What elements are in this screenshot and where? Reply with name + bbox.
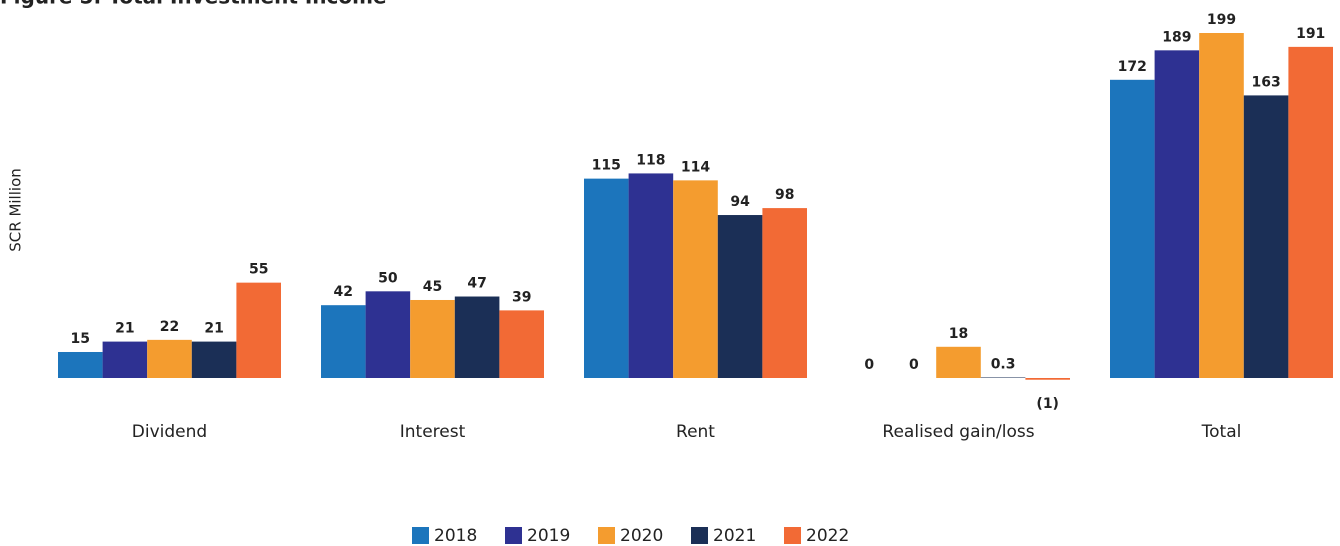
bar (1154, 50, 1200, 379)
data-label: 98 (775, 187, 794, 203)
x-tick-label: Rent (676, 422, 715, 442)
bar (1025, 378, 1070, 380)
x-tick-label: Dividend (132, 422, 207, 442)
bar (236, 282, 281, 378)
bar (454, 296, 500, 378)
data-label: 0 (909, 357, 919, 373)
legend-label: 2021 (713, 526, 756, 546)
bar (410, 299, 455, 378)
bar (1199, 33, 1244, 378)
legend-label: 2022 (806, 526, 849, 546)
x-tick-label: Realised gain/loss (882, 422, 1034, 442)
data-label: 0.3 (991, 356, 1016, 372)
bar (365, 291, 411, 378)
data-label: 18 (949, 326, 968, 342)
data-label: 172 (1118, 59, 1147, 75)
bar (980, 377, 1026, 378)
data-label: 94 (730, 194, 750, 210)
data-label: (1) (1036, 396, 1059, 412)
legend-label: 2019 (527, 526, 570, 546)
bar (673, 180, 718, 378)
bar (58, 351, 103, 378)
data-label: 115 (592, 158, 621, 174)
legend-label: 2020 (620, 526, 663, 546)
bar (191, 341, 237, 378)
data-label: 50 (378, 270, 398, 286)
bar (499, 310, 544, 378)
legend-swatch (691, 527, 708, 544)
bar (321, 305, 366, 378)
bar (1243, 95, 1289, 379)
data-label: 45 (423, 279, 442, 295)
data-label: 114 (681, 159, 710, 175)
bar (936, 346, 981, 378)
data-label: 42 (334, 284, 353, 300)
data-label: 0 (864, 357, 874, 373)
data-label: 22 (160, 319, 179, 335)
data-label: 189 (1162, 29, 1191, 45)
data-label: 39 (512, 289, 531, 305)
data-label: 21 (115, 321, 134, 337)
legend-swatch (412, 527, 429, 544)
bar (584, 178, 629, 378)
legend-swatch (784, 527, 801, 544)
chart-title: Figure 5: Total Investment Income (0, 0, 387, 9)
bar (762, 208, 807, 378)
bar (102, 341, 148, 378)
bar (1110, 79, 1155, 378)
data-label: 55 (249, 262, 268, 278)
bar (1288, 46, 1333, 378)
bar (717, 215, 763, 378)
data-label: 191 (1296, 26, 1325, 42)
data-label: 163 (1251, 74, 1280, 90)
data-label: 21 (204, 321, 223, 337)
data-label: 199 (1207, 12, 1236, 28)
data-label: 47 (467, 276, 486, 292)
legend-swatch (505, 527, 522, 544)
x-tick-label: Interest (400, 422, 466, 442)
data-label: 118 (636, 152, 665, 168)
y-axis-label: SCR Million (7, 168, 25, 251)
bar (628, 173, 674, 378)
bar (147, 339, 192, 378)
legend-swatch (598, 527, 615, 544)
legend-label: 2018 (434, 526, 477, 546)
x-tick-label: Total (1201, 422, 1242, 442)
data-label: 15 (71, 331, 90, 347)
